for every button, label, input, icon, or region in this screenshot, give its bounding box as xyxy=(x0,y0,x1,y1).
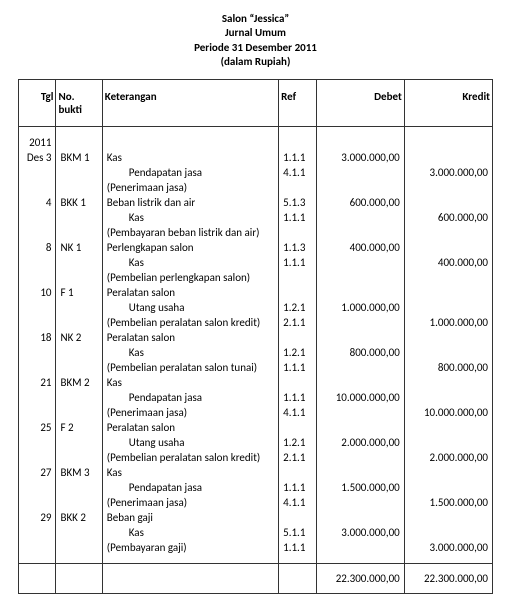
table-row: 29BKK 2Beban gaji xyxy=(19,510,493,525)
table-row: 27BKM 3Kas xyxy=(19,465,493,480)
table-row: (Pembelian perlengkapan salon) xyxy=(19,270,493,285)
table-row: Kas1.1.1600.000,00 xyxy=(19,210,493,225)
table-row: 4BKK 1Beban listrik dan air5.1.3600.000,… xyxy=(19,195,493,210)
table-row: Kas5.1.13.000.000,00 xyxy=(19,525,493,540)
table-row: Utang usaha1.2.12.000.000,00 xyxy=(19,435,493,450)
table-row: Utang usaha1.2.11.000.000,00 xyxy=(19,300,493,315)
table-row: (Penerimaan jasa)4.1.11.500.000,00 xyxy=(19,495,493,510)
table-row xyxy=(19,127,493,136)
table-row: (Pembelian peralatan salon kredit)2.1.12… xyxy=(19,450,493,465)
table-row: Des 3BKM 1Kas1.1.13.000.000,00 xyxy=(19,150,493,165)
header-line1: Salon “Jessica” xyxy=(18,12,493,26)
col-ket: Keterangan xyxy=(102,80,278,127)
journal-table: Tgl No. bukti Keterangan Ref Debet Kredi… xyxy=(18,79,493,594)
table-row: 21BKM 2Kas xyxy=(19,375,493,390)
header-line4: (dalam Rupiah) xyxy=(18,55,493,69)
col-tgl: Tgl xyxy=(19,80,56,127)
table-row: Pendapatan jasa1.1.11.500.000,00 xyxy=(19,480,493,495)
table-row: (Pembelian peralatan salon tunai)1.1.180… xyxy=(19,360,493,375)
table-row: 25F 2Peralatan salon xyxy=(19,420,493,435)
col-ref: Ref xyxy=(279,80,316,127)
header-line3: Periode 31 Desember 2011 xyxy=(18,41,493,55)
table-row: Kas1.2.1800.000,00 xyxy=(19,345,493,360)
table-row: Kas1.1.1400.000,00 xyxy=(19,255,493,270)
table-row: 10F 1Peralatan salon xyxy=(19,285,493,300)
total-kredit: 22.300.000,00 xyxy=(404,564,492,594)
col-bukti: No. bukti xyxy=(56,80,102,127)
report-header: Salon “Jessica” Jurnal Umum Periode 31 D… xyxy=(18,12,493,69)
table-row: Pendapatan jasa4.1.13.000.000,00 xyxy=(19,165,493,180)
header-line2: Jurnal Umum xyxy=(18,26,493,40)
table-row xyxy=(19,555,493,564)
col-debet: Debet xyxy=(316,80,404,127)
table-row: (Pembelian peralatan salon kredit)2.1.11… xyxy=(19,315,493,330)
header-row: Tgl No. bukti Keterangan Ref Debet Kredi… xyxy=(19,80,493,127)
table-row: 8NK 1Perlengkapan salon1.1.3400.000,00 xyxy=(19,240,493,255)
table-row: 2011 xyxy=(19,135,493,150)
table-row: Pendapatan jasa1.1.110.000.000,00 xyxy=(19,390,493,405)
table-row: (Pembayaran beban listrik dan air) xyxy=(19,225,493,240)
table-row: (Penerimaan jasa)4.1.110.000.000,00 xyxy=(19,405,493,420)
table-row: (Pembayaran gaji)1.1.13.000.000,00 xyxy=(19,540,493,555)
totals-row: 22.300.000,00 22.300.000,00 xyxy=(19,564,493,594)
total-debet: 22.300.000,00 xyxy=(316,564,404,594)
col-kredit: Kredit xyxy=(404,80,492,127)
table-row: (Penerimaan jasa) xyxy=(19,180,493,195)
table-row: 18NK 2Peralatan salon xyxy=(19,330,493,345)
